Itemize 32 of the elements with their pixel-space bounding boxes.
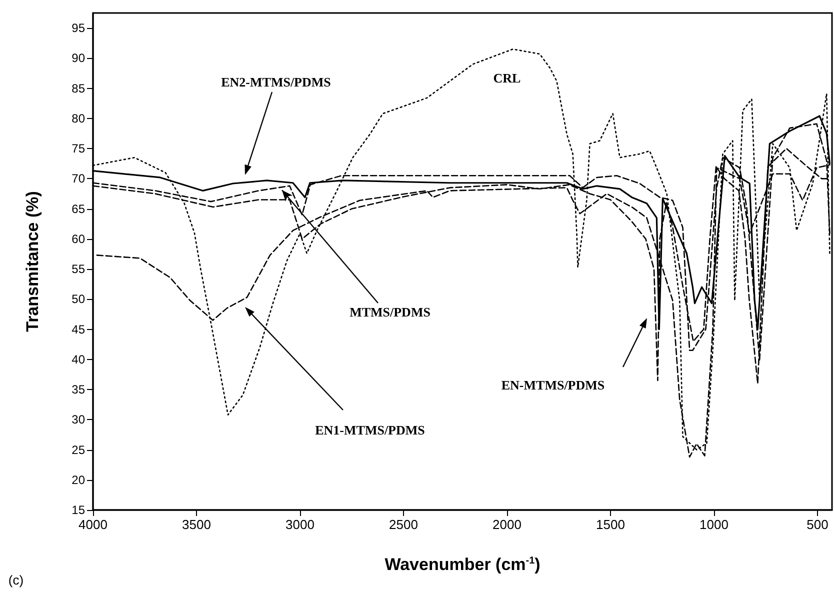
y-tick-label: 80 <box>72 111 86 126</box>
y-tick-label: 50 <box>72 292 86 306</box>
y-tick-label: 60 <box>72 232 86 246</box>
y-tick-label: 35 <box>72 382 86 397</box>
y-tick-label: 70 <box>72 172 86 186</box>
x-tick-label: 1000 <box>700 517 728 532</box>
x-tick-label: 4000 <box>78 517 108 532</box>
y-tick-label: 40 <box>72 352 86 366</box>
text: (c) <box>8 572 24 588</box>
annotation: EN-MTMS/PDMS <box>501 378 605 392</box>
y-tick-label: 95 <box>72 21 86 36</box>
y-tick-label: 45 <box>72 322 86 336</box>
y-tick-label: 15 <box>72 503 86 517</box>
annotation: EN2-MTMS/PDMS <box>221 74 331 90</box>
x-tick-label: 3500 <box>182 517 211 532</box>
y-tick-label: 20 <box>72 472 86 487</box>
y-tick-label: 25 <box>72 442 86 457</box>
x-tick-label: 3000 <box>286 517 314 532</box>
y-tick-label: 30 <box>72 412 86 427</box>
annotation: CRL <box>493 70 522 86</box>
annotation: EN1-MTMS/PDMS <box>315 422 425 438</box>
annotation: MTMS/PDMS <box>350 304 430 320</box>
y-axis-title: Transmitance (%) <box>23 191 42 332</box>
x-tick-label: 1500 <box>596 517 625 532</box>
x-tick-label: 2000 <box>492 517 522 532</box>
y-tick-label: 75 <box>72 142 86 156</box>
y-tick-label: 85 <box>72 81 86 96</box>
y-tick-label: 90 <box>72 51 86 66</box>
x-tick-label: 2500 <box>389 517 418 532</box>
y-tick-label: 65 <box>72 202 86 216</box>
x-tick-label: 500 <box>806 517 828 532</box>
y-tick-label: 55 <box>72 262 86 276</box>
